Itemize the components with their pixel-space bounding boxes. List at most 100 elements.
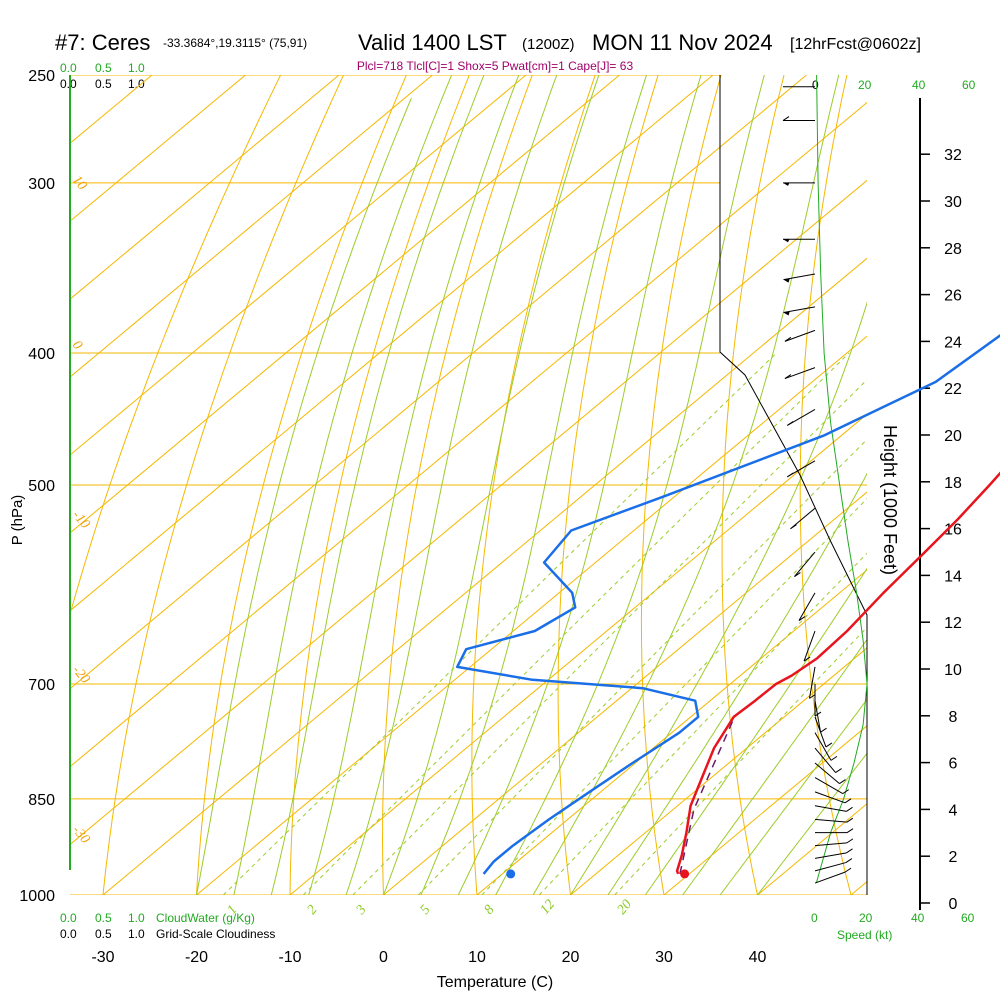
temperature-tick-label: -10	[278, 949, 301, 966]
temperature-line	[675, 471, 1000, 875]
wind-barb-staff	[794, 551, 816, 577]
speed-scale-bottom-20: 20	[859, 911, 873, 925]
wind-barb-feather	[787, 472, 794, 478]
cloud-scale-bottom-black-1: 0.5	[95, 927, 112, 941]
wind-barb-feather	[835, 768, 842, 773]
wind-barb	[815, 828, 854, 834]
temperature-tick-label: 30	[655, 949, 673, 966]
speed-scale-top-20: 20	[858, 78, 872, 92]
adiabat-label: 0	[69, 338, 85, 353]
wind-barb	[808, 666, 816, 699]
dry-adiabat-line	[289, 75, 470, 895]
adiabat-label: -20	[69, 663, 92, 687]
mixing-ratio-line	[614, 626, 867, 895]
wind-barb-feather	[798, 616, 806, 621]
wind-barb-staff	[783, 273, 816, 281]
isotherm-line	[289, 413, 867, 895]
wind-barb-staff	[784, 329, 816, 342]
speed-scale-top: 0 20 40 60	[812, 78, 976, 92]
dry-adiabat-line	[471, 75, 596, 895]
wind-barb-staff	[814, 871, 846, 884]
dry-adiabat-line	[70, 75, 282, 616]
temperature-tick-label: 40	[749, 949, 767, 966]
wind-barb	[814, 805, 853, 812]
isotherm-line	[850, 881, 867, 895]
station-coords: -33.3684°,19.3115° (75,91)	[163, 36, 307, 50]
isotherm-line	[70, 75, 807, 690]
wind-barb	[814, 858, 853, 872]
wind-barb-staff	[790, 507, 816, 530]
pressure-tick-label: 500	[28, 478, 55, 495]
wind-barb-feather	[842, 789, 849, 795]
isotherm-line	[70, 75, 433, 378]
wind-barb-feather	[787, 420, 794, 426]
wind-barb	[784, 367, 816, 380]
dry-adiabat-line	[196, 75, 407, 895]
height-tick-label: 0	[949, 896, 958, 913]
temperature-axis-label: Temperature (C)	[437, 974, 553, 991]
height-tick-label: 22	[944, 381, 962, 398]
moist-adiabat-line	[682, 638, 867, 895]
isotherm-line	[70, 101, 867, 768]
moist-adiabat-line	[607, 472, 867, 895]
dewpoint-line	[455, 334, 1000, 875]
isotherm-line	[70, 75, 246, 222]
stability-indices: Plcl=718 Tlcl[C]=1 Shox=5 Pwat[cm]=1 Cap…	[357, 59, 634, 73]
wind-barb-staff	[814, 862, 847, 872]
isotherm-line	[70, 75, 340, 300]
cloud-scale-bottom-green-0: 0.0	[60, 911, 77, 925]
wind-barb	[814, 716, 833, 748]
wind-barb	[814, 791, 852, 804]
cloud-scale-top-black-0: 0.0	[60, 77, 77, 91]
wind-barb	[814, 817, 854, 823]
wind-barb-staff	[814, 805, 847, 812]
pressure-axis-label: P (hPa)	[9, 495, 26, 546]
wind-barb-feather	[825, 742, 833, 748]
speed-scale-top-60: 60	[962, 78, 976, 92]
moist-adiabat-line	[345, 75, 558, 895]
speed-scale-bottom-40: 40	[911, 911, 925, 925]
wind-barbs	[782, 86, 854, 884]
station-title: #7: Ceres	[55, 30, 150, 55]
wind-barb-feather	[790, 524, 797, 530]
isotherm-line	[70, 75, 527, 456]
wind-barb-feather	[782, 116, 790, 121]
wind-barb	[814, 684, 822, 717]
adiabat-label: -10	[69, 508, 92, 532]
wind-barb	[798, 592, 816, 621]
wind-barb-feather	[845, 858, 853, 863]
isotherm-line	[196, 335, 867, 895]
wind-barb	[814, 838, 854, 847]
wind-barb	[787, 460, 816, 478]
height-tick-label: 10	[944, 662, 962, 679]
mixing-ratio-label: 20	[615, 897, 635, 917]
height-tick-label: 14	[944, 568, 962, 585]
wind-barb	[814, 848, 853, 859]
wind-barb	[783, 238, 815, 243]
isotherm-line	[663, 725, 867, 895]
wind-barb-flag	[783, 311, 790, 316]
wind-barb	[794, 551, 816, 577]
cloud-scale-bottom-black-0: 0.0	[60, 927, 77, 941]
wind-barb-staff	[798, 592, 816, 621]
moist-adiabat-line	[270, 75, 485, 895]
wind-barb-feather	[809, 693, 816, 699]
isotherm-line	[70, 179, 867, 846]
moist-adiabat-line	[532, 75, 840, 895]
wind-barb-staff	[814, 732, 832, 761]
moist-adiabat-line	[719, 698, 867, 895]
speed-scale-bottom-60: 60	[961, 911, 975, 925]
forecast-info: [12hrFcst@0602z]	[790, 36, 921, 53]
temperature-tick-label: 10	[468, 949, 486, 966]
wind-barb-staff	[814, 777, 843, 795]
moist-adiabat-line	[233, 75, 453, 895]
wind-barb-flag	[783, 182, 790, 186]
mixing-ratio-label: 2	[305, 903, 321, 918]
cloud-scale-bottom: 0.0 0.5 1.0 CloudWater (g/Kg) 0.0 0.5 1.…	[60, 911, 275, 941]
wind-barb-feather	[814, 711, 822, 717]
dry-adiabat-line	[640, 75, 722, 895]
cloudwater-label: CloudWater (g/Kg)	[156, 911, 255, 925]
dry-adiabat-line	[102, 75, 344, 895]
wind-barb-staff	[814, 852, 847, 859]
